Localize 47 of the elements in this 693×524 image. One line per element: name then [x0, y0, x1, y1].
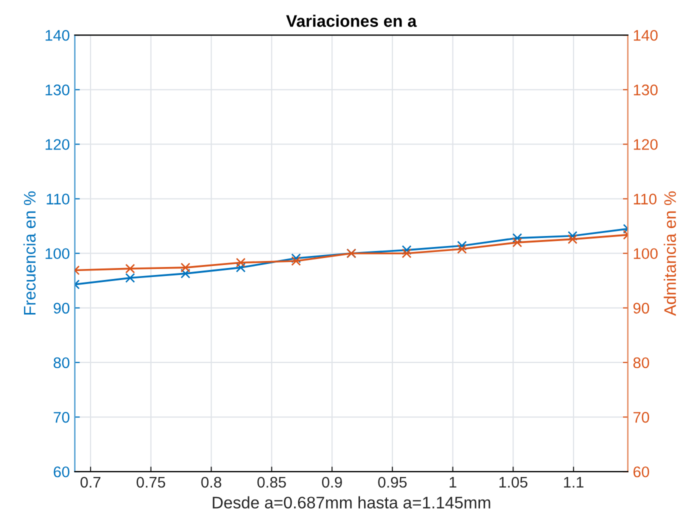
y2-axis-title: Admitancia en %	[664, 191, 676, 316]
chart-title: Variaciones en a	[286, 14, 417, 27]
x-tick-label: 0.8	[201, 476, 222, 488]
y2-tick-label: 100	[634, 248, 658, 260]
y-tick-label: 120	[46, 139, 70, 150]
x-tick-label: 0.95	[378, 476, 407, 488]
point	[125, 264, 136, 274]
point	[512, 238, 522, 248]
y2-tick-label: 80	[633, 357, 650, 368]
y-axis-title: Frecuencia en %	[23, 191, 36, 315]
point	[568, 234, 578, 244]
point	[402, 245, 412, 255]
x-tick-label: 0.75	[136, 476, 166, 488]
y2-tick-label: 90	[633, 302, 650, 314]
y2-tick-label: 110	[634, 194, 656, 204]
point	[457, 244, 467, 254]
x-tick-label: 0.9	[322, 476, 342, 488]
point	[402, 248, 412, 258]
x-tick-label: 1.05	[499, 476, 528, 488]
point	[125, 273, 136, 283]
point	[180, 268, 190, 278]
point	[236, 258, 246, 268]
x-axis-title: Desde a=0.687mm hasta a=1.145mm	[212, 496, 490, 508]
x-tick-label: 0.7	[80, 476, 100, 488]
point	[291, 256, 301, 266]
y-tick-label: 80	[54, 357, 70, 368]
y-tick-label: 70	[54, 412, 70, 423]
x-tick-label: 1	[450, 477, 456, 488]
point	[236, 262, 246, 272]
point	[512, 233, 522, 243]
y-tick-label: 90	[54, 302, 70, 314]
y-tick-label: 140	[46, 30, 70, 41]
point	[457, 240, 467, 251]
y2-tick-label: 70	[634, 412, 650, 423]
x-tick-label: 0.85	[257, 476, 286, 488]
y2-tick-label: 60	[633, 466, 650, 478]
y-tick-label: 130	[46, 84, 70, 96]
point	[180, 262, 190, 272]
y-tick-label: 110	[46, 194, 70, 204]
y2-tick-label: 120	[634, 139, 658, 150]
point	[291, 253, 301, 264]
x-tick-label: 1.1	[564, 477, 584, 488]
y2-tick-label: 130	[634, 84, 658, 96]
point	[568, 231, 578, 241]
y2-tick-label: 140	[634, 30, 658, 41]
y-tick-label: 100	[46, 248, 70, 260]
y-tick-label: 60	[54, 466, 70, 478]
